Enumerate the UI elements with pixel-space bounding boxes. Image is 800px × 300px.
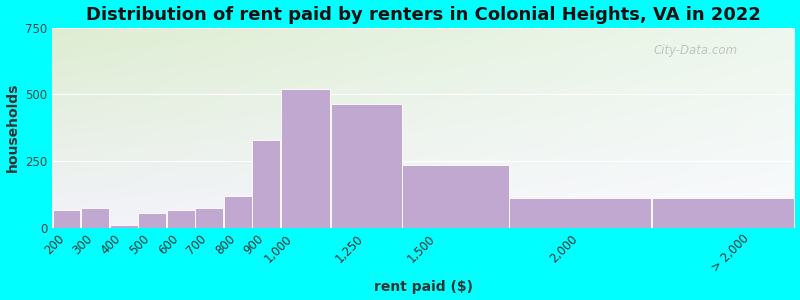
Title: Distribution of rent paid by renters in Colonial Heights, VA in 2022: Distribution of rent paid by renters in …: [86, 6, 761, 24]
Bar: [510, 198, 651, 228]
Text: City-Data.com: City-Data.com: [654, 44, 738, 57]
Bar: [331, 104, 402, 228]
Bar: [110, 225, 138, 228]
Bar: [402, 165, 509, 228]
Bar: [281, 89, 330, 228]
Bar: [652, 198, 794, 228]
Bar: [53, 210, 81, 228]
Bar: [138, 213, 166, 228]
X-axis label: rent paid ($): rent paid ($): [374, 280, 473, 294]
Bar: [195, 208, 223, 228]
Bar: [224, 196, 252, 228]
Bar: [252, 140, 280, 228]
Y-axis label: households: households: [6, 83, 19, 172]
Bar: [166, 210, 194, 228]
Bar: [81, 208, 109, 228]
